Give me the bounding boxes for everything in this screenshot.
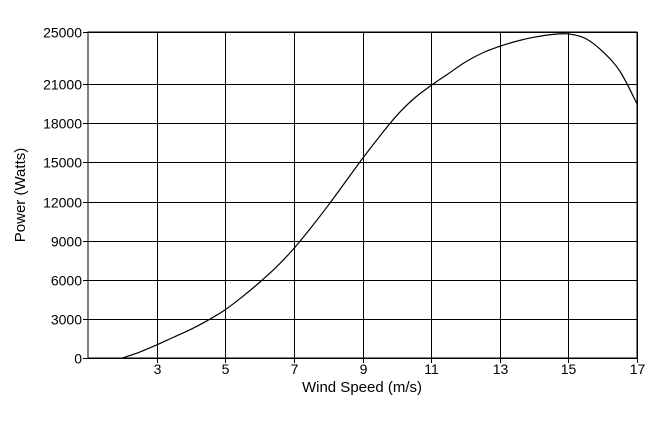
series-line bbox=[122, 33, 638, 359]
plot-border bbox=[87, 31, 638, 359]
y-tick-label: 6000 bbox=[51, 273, 82, 289]
x-tick-label: 5 bbox=[222, 361, 230, 377]
y-tick-label: 12000 bbox=[43, 195, 82, 211]
y-tick-label: 18000 bbox=[43, 116, 82, 132]
x-axis-label: Wind Speed (m/s) bbox=[302, 379, 422, 396]
x-tick-label: 7 bbox=[291, 361, 299, 377]
grid bbox=[88, 32, 638, 359]
y-tick-label: 15000 bbox=[43, 155, 82, 171]
y-tick-label: 0 bbox=[74, 351, 82, 367]
y-tick-label: 25000 bbox=[43, 25, 82, 41]
series bbox=[122, 33, 638, 359]
plot-area bbox=[88, 32, 637, 358]
x-tick-label: 3 bbox=[154, 361, 162, 377]
x-tick-label: 11 bbox=[424, 361, 439, 377]
x-tick-label: 17 bbox=[630, 361, 646, 377]
y-axis-ticks: 0 3000 6000 9000 12000 15000 18000 21000 25000 bbox=[43, 25, 88, 367]
y-tick-label: 3000 bbox=[51, 312, 82, 328]
x-tick-label: 13 bbox=[493, 361, 509, 377]
x-axis-ticks: 3 5 7 9 11 13 15 17 bbox=[154, 358, 646, 377]
y-tick-label: 9000 bbox=[51, 234, 82, 250]
x-tick-label: 15 bbox=[561, 361, 577, 377]
y-tick-label: 21000 bbox=[43, 77, 82, 93]
x-tick-label: 9 bbox=[360, 361, 368, 377]
y-axis-label: Power (Watts) bbox=[12, 148, 29, 242]
